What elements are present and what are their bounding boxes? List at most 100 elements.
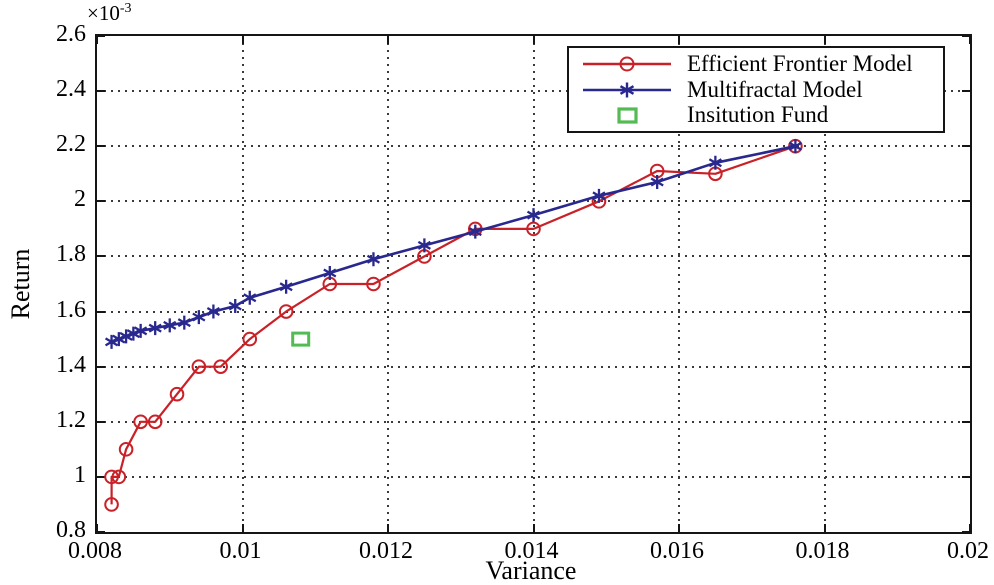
asterisk-marker [163,318,177,333]
circle-marker [104,497,119,512]
y-tick-mark [97,365,105,368]
y-tick-mark-right [962,200,970,203]
x-tick-label: 0.008 [68,538,122,564]
y-tick-mark-right [962,35,970,37]
y-tick-mark-right [962,365,970,368]
y-tick-mark [97,255,105,258]
x-tick-mark-top [823,36,826,44]
circle-marker [169,386,185,402]
h-gridline [97,200,970,203]
v-gridline [532,36,535,532]
y-tick-label: 2.2 [56,131,86,158]
y-tick-mark-right [962,310,970,313]
h-gridline [97,255,970,258]
legend-row-efficient-frontier: Efficient Frontier Model [575,51,937,77]
asterisk-marker [126,326,140,341]
legend-row-institution-fund: Insitution Fund [575,102,937,128]
y-tick-mark-right [962,145,970,148]
x-tick-mark-top [969,36,971,44]
y-tick-mark [97,90,105,93]
y-tick-mark [97,145,105,148]
y-tick-label: 2.6 [56,21,86,47]
x-tick-mark [532,524,535,532]
legend-row-multifractal: Multifractal Model [575,77,937,103]
y-tick-mark-right [962,255,970,258]
y-tick-mark [97,200,105,203]
y-tick-label: 1.4 [56,351,86,378]
square-marker [291,331,311,347]
x-tick-mark-top [678,36,680,44]
v-gridline [823,36,826,532]
y-tick-label: 2.4 [56,76,86,103]
x-tick-label: 0.018 [795,538,850,564]
h-gridline [97,310,970,313]
y-tick-mark [97,310,105,313]
x-tick-label: 0.02 [947,538,989,564]
v-gridline [241,36,244,532]
asterisk-marker [112,332,126,347]
asterisk-marker [148,321,162,336]
asterisk-marker [177,315,191,330]
h-gridline [97,90,970,93]
x-tick-label: 0.012 [359,538,413,564]
x-tick-mark [823,524,826,532]
asterisk-marker [323,265,337,280]
x-tick-mark-top [96,36,98,44]
x-tick-mark [969,524,971,532]
plot-area: Efficient Frontier Model Multifractal Mo… [95,34,972,534]
y-tick-mark-right [962,420,970,423]
circle-marker [708,166,723,182]
x-tick-mark [96,524,98,532]
asterisk-marker [708,155,722,170]
y-tick-label: 1.6 [56,296,86,323]
y-tick-mark-right [962,531,970,533]
x-tick-mark [678,524,680,532]
asterisk-marker [468,224,482,239]
circle-marker [366,276,381,292]
legend-label-institution-fund: Insitution Fund [687,102,829,128]
x-axis-label: Variance [485,556,577,585]
h-gridline [97,365,970,368]
asterisk-marker [366,252,381,267]
x-tick-mark-top [387,36,389,44]
y-tick-label: 1.8 [56,241,86,268]
circle-marker-icon [619,56,635,72]
h-gridline [97,420,970,423]
h-gridline [97,475,970,478]
circle-marker [242,331,258,347]
circle-marker [118,442,134,457]
asterisk-marker [417,238,431,253]
asterisk-marker [104,334,119,349]
x-tick-mark [387,524,389,532]
efficient-frontier-legend-sample [583,56,671,72]
y-tick-label: 0.8 [56,517,86,543]
circle-marker [468,221,483,237]
y-multiplier-exponent: -3 [119,1,132,16]
asterisk-marker [650,175,664,190]
h-gridline [97,145,970,148]
asterisk-marker-icon [619,82,635,97]
y-tick-mark [97,475,105,478]
asterisk-marker [134,323,148,338]
legend: Efficient Frontier Model Multifractal Mo… [567,46,945,133]
circle-marker [649,163,665,179]
y-tick-mark-right [962,90,970,93]
x-tick-label: 0.016 [650,538,704,564]
institution-fund-legend-sample [617,107,638,124]
legend-label-efficient-frontier: Efficient Frontier Model [687,50,913,76]
y-tick-label: 1.2 [56,406,86,433]
square-marker-icon [617,107,638,124]
y-tick-mark [97,531,105,533]
asterisk-marker [243,290,257,305]
y-tick-label: 2 [74,186,86,213]
x-tick-label: 0.01 [219,538,262,564]
legend-label-multifractal: Multifractal Model [687,76,863,102]
multifractal-legend-sample [583,82,671,97]
asterisk-marker [279,279,293,294]
v-gridline [387,36,389,532]
y-tick-mark [97,35,105,37]
x-tick-mark-top [532,36,535,44]
x-tick-label: 0.014 [504,538,559,564]
y-multiplier-base: ×10 [87,1,120,25]
